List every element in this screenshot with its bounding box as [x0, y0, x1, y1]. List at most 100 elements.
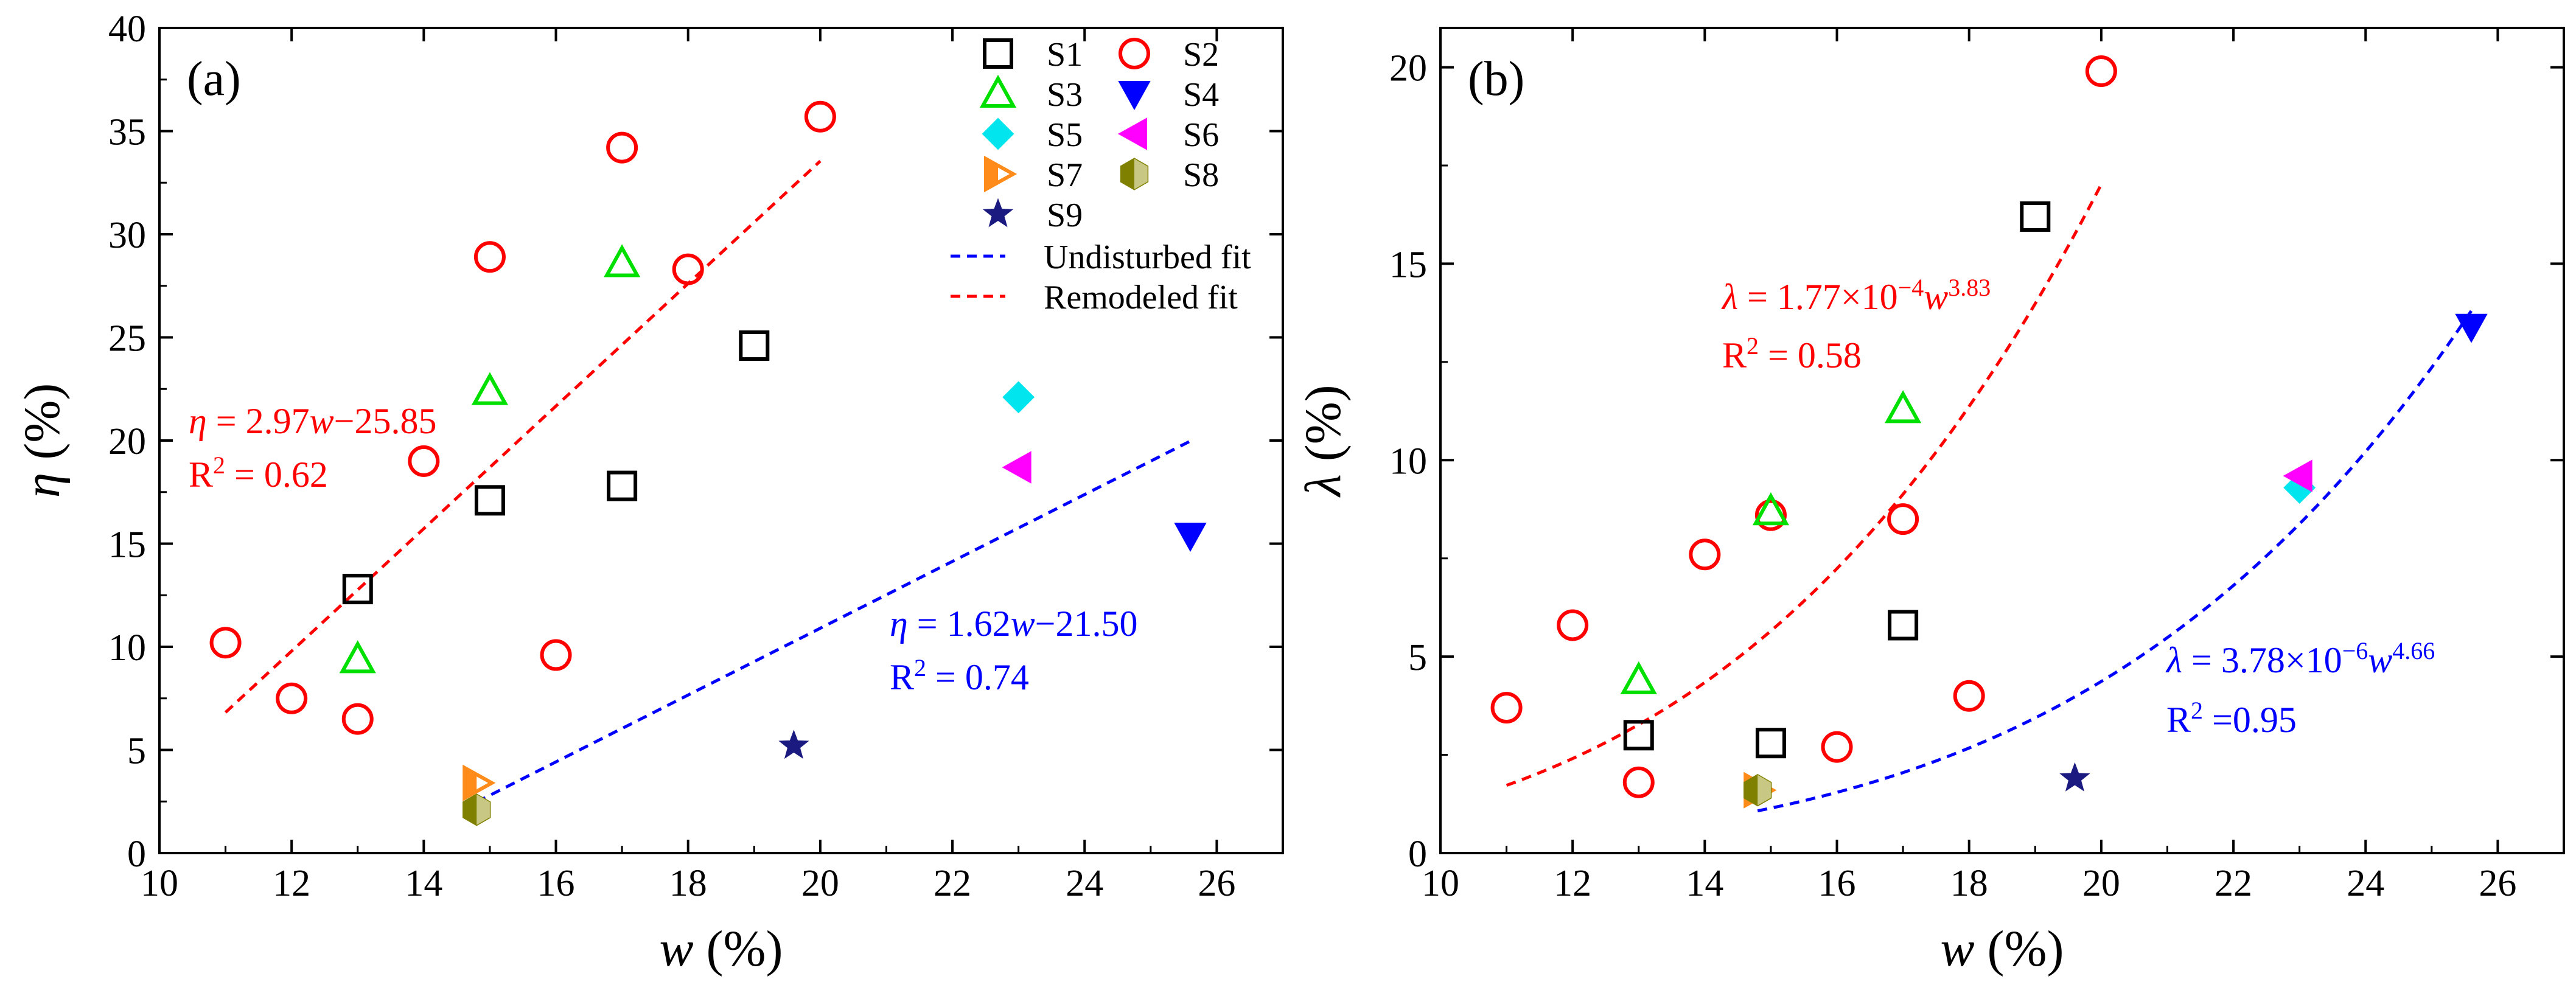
data-point: [2455, 313, 2488, 343]
legend-marker: [1118, 81, 1151, 111]
legend-item-s5: S5: [982, 116, 1083, 154]
legend-marker: [982, 198, 1014, 228]
data-point: [1821, 731, 1853, 763]
remodeled-fit-r2: R2 = 0.62: [189, 451, 328, 495]
y-tick-label: 20: [108, 421, 146, 462]
undisturbed-fit-r2: R2 =0.95: [2166, 697, 2297, 740]
x-tick-label: 26: [1198, 863, 1235, 904]
data-point: [1174, 522, 1207, 552]
data-point: [209, 627, 242, 659]
series-s3: [339, 244, 641, 674]
data-point: [1620, 661, 1657, 694]
legend-item-s4: S4: [1118, 76, 1219, 114]
legend-item-s6: S6: [1117, 116, 1219, 154]
remodeled-fit-line: [1506, 183, 2103, 787]
x-tick-label: 22: [2215, 863, 2252, 904]
y-axis-title: η (%): [14, 383, 71, 498]
legend-item-s1: S1: [983, 36, 1083, 74]
x-tick-label: 16: [537, 863, 575, 904]
data-point: [2283, 459, 2312, 492]
data-point: [474, 485, 505, 516]
legend-label: S8: [1183, 156, 1219, 194]
legend-label: S3: [1047, 76, 1083, 114]
data-point: [408, 445, 440, 477]
x-tick-label: 14: [405, 863, 442, 904]
y-tick-label: 35: [108, 112, 146, 153]
legend-label: S9: [1047, 197, 1083, 234]
data-point: [804, 100, 836, 133]
data-point: [1754, 499, 1787, 531]
data-point: [1623, 720, 1654, 751]
x-tick-label: 18: [669, 863, 707, 904]
legend-marker: [1120, 158, 1149, 190]
legend-label: Undisturbed fit: [1044, 239, 1251, 276]
series-s1: [1623, 201, 2051, 759]
series-s5: [1002, 381, 1035, 414]
legend-item-s7: S7: [984, 155, 1083, 194]
x-tick-label: 10: [1422, 863, 1459, 904]
data-point: [607, 470, 638, 501]
data-point: [2059, 762, 2090, 792]
data-point: [1490, 692, 1523, 724]
data-point: [462, 793, 491, 826]
data-point: [2085, 55, 2117, 88]
data-point: [604, 244, 641, 277]
legend-label: S2: [1183, 36, 1219, 74]
series-s2: [209, 100, 836, 735]
x-tick-label: 12: [1554, 863, 1591, 904]
y-tick-label: 30: [108, 215, 146, 256]
legend-label: Remodeled fit: [1044, 279, 1238, 316]
legend-marker: [982, 117, 1014, 150]
y-tick-label: 25: [108, 318, 146, 360]
legend-marker: [983, 38, 1013, 69]
series-s4: [2455, 313, 2488, 343]
legend-label: S4: [1183, 76, 1219, 114]
legend-marker: [1119, 38, 1150, 69]
data-point: [1752, 492, 1790, 526]
x-tick-label: 20: [2082, 863, 2120, 904]
remodeled-fit-equation: η = 2.97w−25.85: [189, 401, 436, 441]
data-point: [473, 241, 506, 273]
series-s8: [1744, 773, 1772, 807]
data-point: [342, 574, 373, 605]
y-tick-label: 0: [1408, 834, 1427, 875]
legend-label: S7: [1047, 156, 1083, 194]
legend-label: S6: [1183, 116, 1219, 154]
data-point: [540, 639, 572, 671]
plot-frame: [1439, 27, 2565, 854]
y-tick-label: 15: [108, 524, 146, 566]
series-s9: [778, 730, 809, 759]
remodeled-fit-r2: R2 = 0.58: [1722, 332, 1862, 376]
x-tick-label: 10: [141, 863, 178, 904]
x-tick-label: 24: [2347, 863, 2384, 904]
legend-item-undisturbed-fit: Undisturbed fit: [951, 239, 1251, 276]
series-s6: [1002, 451, 1031, 484]
legend-item-s9: S9: [982, 197, 1083, 234]
remodeled-fit-equation: λ = 1.77×10−4w3.83: [1721, 274, 1991, 318]
y-tick-label: 15: [1389, 244, 1427, 285]
data-point: [341, 703, 374, 735]
x-tick-label: 18: [1950, 863, 1988, 904]
data-point: [778, 730, 809, 759]
data-point: [2020, 201, 2051, 232]
series-s1: [342, 330, 770, 605]
y-tick-label: 0: [127, 834, 146, 875]
series-s7: [462, 764, 496, 801]
x-tick-label: 12: [273, 863, 310, 904]
panel-label: (a): [187, 52, 241, 106]
data-point: [1002, 451, 1031, 484]
legend-item-s8: S8: [1120, 156, 1219, 194]
undisturbed-fit-line: [476, 439, 1192, 804]
data-point: [606, 131, 638, 164]
x-tick-label: 24: [1066, 863, 1103, 904]
data-point: [276, 682, 308, 714]
legend-marker: [979, 74, 1017, 108]
series-s9: [2059, 762, 2090, 792]
y-tick-label: 5: [127, 731, 146, 772]
data-point: [1744, 773, 1772, 807]
legend-marker: [1117, 117, 1147, 150]
undisturbed-fit-equation: λ = 3.78×10−6w4.66: [2165, 637, 2435, 681]
legend-label: S5: [1047, 116, 1083, 154]
panel-label: (b): [1468, 52, 1524, 106]
